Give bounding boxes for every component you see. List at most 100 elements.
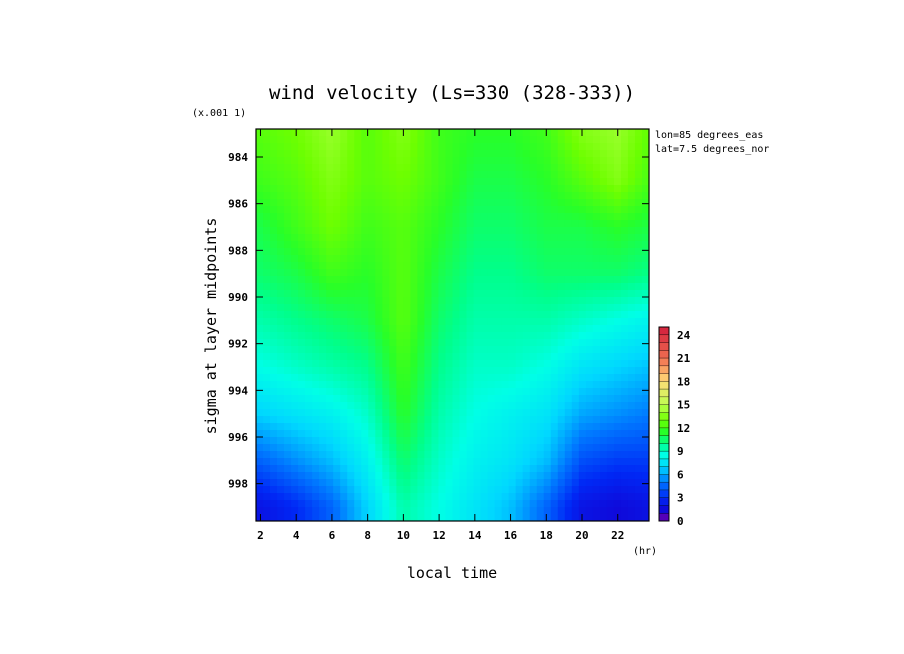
heatmap-cell: [270, 248, 278, 256]
heatmap-cell: [550, 297, 559, 305]
heatmap-cell: [536, 353, 545, 361]
heatmap-cell: [431, 486, 440, 494]
heatmap-cell: [459, 339, 468, 347]
heatmap-cell: [368, 409, 376, 417]
heatmap-cell: [620, 493, 629, 501]
heatmap-cell: [417, 514, 426, 521]
heatmap-cell: [326, 444, 334, 452]
heatmap-cell: [417, 150, 426, 158]
heatmap-cell: [312, 374, 320, 382]
heatmap-cell: [515, 381, 524, 389]
heatmap-cell: [375, 395, 383, 403]
heatmap-cell: [536, 339, 545, 347]
heatmap-cell: [543, 136, 552, 144]
heatmap-cell: [634, 388, 643, 396]
heatmap-cell: [305, 129, 313, 137]
heatmap-cell: [515, 367, 524, 375]
heatmap-cell: [536, 402, 545, 410]
heatmap-cell: [613, 185, 622, 193]
heatmap-cell: [291, 269, 299, 277]
colorbar-swatch: [659, 396, 669, 405]
heatmap-cell: [571, 150, 580, 158]
heatmap-cell: [438, 143, 447, 151]
heatmap-cell: [571, 255, 580, 263]
heatmap-cell: [585, 493, 594, 501]
heatmap-cell: [326, 381, 334, 389]
heatmap-cell: [585, 157, 594, 165]
heatmap-cell: [347, 472, 355, 480]
heatmap-cell: [291, 381, 299, 389]
heatmap-cell: [361, 262, 369, 270]
heatmap-cell: [494, 192, 503, 200]
heatmap-cell: [312, 479, 320, 487]
heatmap-cell: [578, 318, 587, 326]
heatmap-cell: [606, 192, 615, 200]
heatmap-cell: [480, 381, 489, 389]
heatmap-cell: [403, 276, 411, 284]
heatmap-cell: [452, 262, 461, 270]
heatmap-cell: [438, 346, 447, 354]
colorbar-tick-label: 9: [677, 445, 684, 458]
heatmap-cell: [284, 444, 292, 452]
heatmap-cell: [277, 367, 285, 375]
heatmap-cell: [508, 276, 517, 284]
heatmap-cell: [417, 220, 426, 228]
heatmap-cell: [613, 311, 622, 319]
heatmap-cell: [403, 409, 411, 417]
heatmap-cell: [487, 304, 496, 312]
heatmap-cell: [445, 500, 454, 508]
heatmap-cell: [592, 353, 601, 361]
heatmap-cell: [340, 409, 348, 417]
heatmap-cell: [333, 514, 341, 521]
heatmap-cell: [424, 465, 433, 473]
heatmap-cell: [634, 472, 643, 480]
heatmap-cell: [312, 381, 320, 389]
heatmap-cell: [438, 248, 447, 256]
heatmap-cell: [284, 234, 292, 242]
heatmap-cell: [305, 451, 313, 459]
heatmap-cell: [522, 318, 531, 326]
heatmap-cell: [620, 227, 629, 235]
heatmap-cell: [291, 248, 299, 256]
heatmap-cell: [396, 227, 404, 235]
heatmap-cell: [627, 213, 636, 221]
heatmap-cell: [606, 290, 615, 298]
heatmap-cell: [403, 213, 411, 221]
heatmap-cell: [284, 262, 292, 270]
heatmap-cell: [417, 157, 426, 165]
heatmap-cell: [473, 339, 482, 347]
heatmap-cell: [417, 241, 426, 249]
heatmap-cell: [508, 507, 517, 515]
heatmap-cell: [480, 339, 489, 347]
heatmap-cell: [403, 206, 411, 214]
heatmap-cell: [263, 185, 271, 193]
heatmap-cell: [641, 423, 649, 431]
heatmap-cell: [277, 283, 285, 291]
heatmap-cell: [403, 346, 411, 354]
heatmap-cell: [550, 458, 559, 466]
heatmap-cell: [375, 381, 383, 389]
heatmap-cell: [599, 374, 608, 382]
heatmap-cell: [536, 381, 545, 389]
heatmap-cell: [396, 423, 404, 431]
heatmap-cell: [515, 241, 524, 249]
heatmap-cell: [599, 262, 608, 270]
heatmap-cell: [340, 346, 348, 354]
heatmap-cell: [557, 297, 566, 305]
heatmap-cell: [403, 444, 411, 452]
heatmap-cell: [501, 500, 510, 508]
heatmap-cell: [536, 283, 545, 291]
heatmap-cell: [459, 472, 468, 480]
heatmap-cell: [599, 213, 608, 221]
heatmap-cell: [508, 199, 517, 207]
heatmap-cell: [501, 430, 510, 438]
heatmap-cell: [599, 185, 608, 193]
heatmap-cell: [361, 290, 369, 298]
y-axis-label: sigma at layer midpoints: [202, 218, 220, 435]
heatmap-cell: [403, 290, 411, 298]
heatmap-cell: [501, 129, 510, 137]
heatmap-cell: [445, 493, 454, 501]
heatmap-cell: [256, 444, 264, 452]
heatmap-cell: [634, 346, 643, 354]
heatmap-cell: [417, 171, 426, 179]
